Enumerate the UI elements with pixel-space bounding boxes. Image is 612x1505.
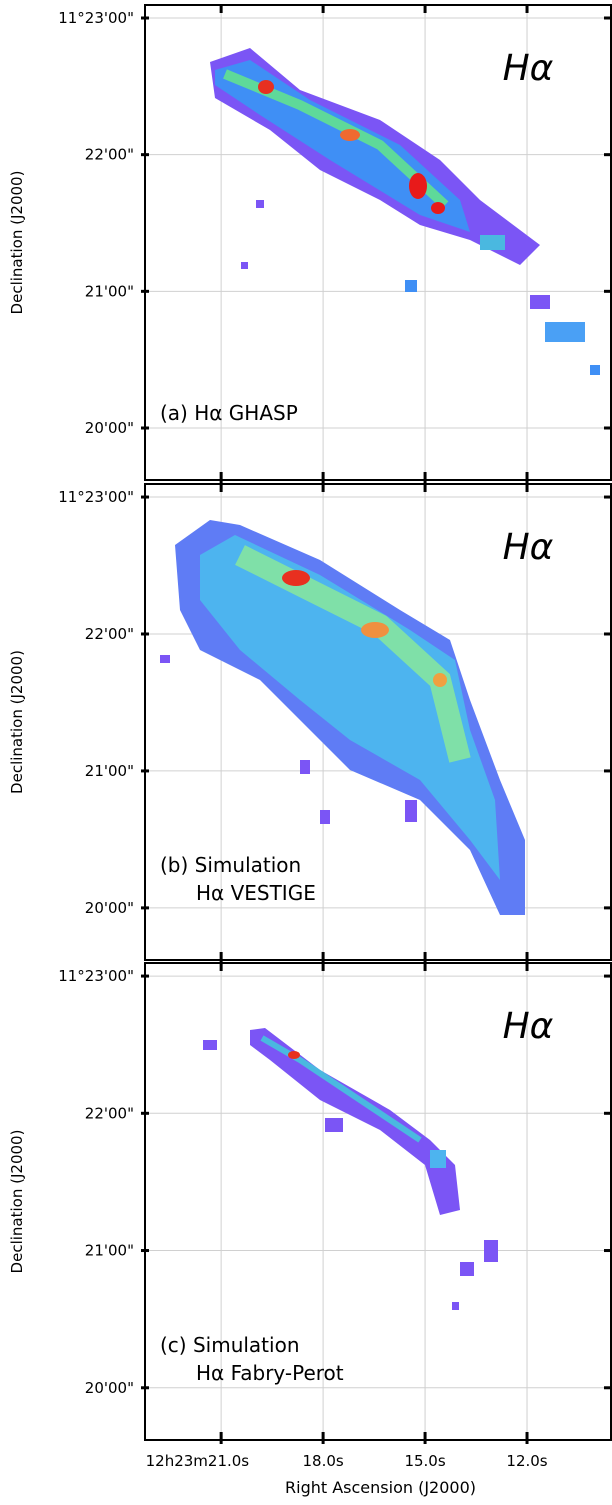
y-tick-label: 22'00"	[85, 625, 134, 643]
y-axis-label: Declination (J2000)	[8, 171, 26, 315]
panel-title: Hα	[503, 527, 554, 568]
y-tick-label: 11°23'00"	[58, 488, 134, 506]
x-tick-label: 18.0s	[302, 1452, 343, 1470]
panel-annotation: Hα Fabry-Perot	[196, 1361, 344, 1385]
y-tick-label: 22'00"	[85, 146, 134, 164]
y-axis-label: Declination (J2000)	[8, 650, 26, 794]
panel-annotation: (a) Hα GHASP	[160, 401, 298, 425]
axes: 11°23'00" 22'00" 21'00" 20'00" Hα Declination…	[8, 4, 612, 1497]
y-tick-label: 20'00"	[85, 419, 134, 437]
x-tick-label: 12.0s	[506, 1452, 547, 1470]
emission-map-b	[160, 520, 525, 915]
y-tick-label: 22'00"	[85, 1104, 134, 1122]
frame	[144, 483, 612, 961]
y-tick-label: 20'00"	[85, 1379, 134, 1397]
emission-map-c	[203, 1028, 498, 1310]
y-tick-label: 20'00"	[85, 899, 134, 917]
y-tick-label: 21'00"	[85, 762, 134, 780]
frame	[144, 4, 612, 481]
y-tick-label: 11°23'00"	[58, 967, 134, 985]
y-axis-label: Declination (J2000)	[8, 1130, 26, 1274]
y-tick-label: 21'00"	[85, 1242, 134, 1260]
emission-map-a	[210, 48, 600, 375]
panel-title: Hα	[503, 48, 554, 89]
x-tick-label: 12h23m21.0s	[146, 1452, 250, 1470]
panel-annotation: Hα VESTIGE	[196, 881, 316, 905]
x-tick-label: 15.0s	[404, 1452, 445, 1470]
frame	[144, 962, 612, 1441]
panel-annotation: (c) Simulation	[160, 1333, 300, 1357]
y-tick-label: 21'00"	[85, 282, 134, 300]
panel-title: Hα	[503, 1006, 554, 1047]
panel-annotation: (b) Simulation	[160, 853, 301, 877]
y-tick-label: 11°23'00"	[58, 9, 134, 27]
x-axis-label: Right Ascension (J2000)	[285, 1478, 476, 1497]
